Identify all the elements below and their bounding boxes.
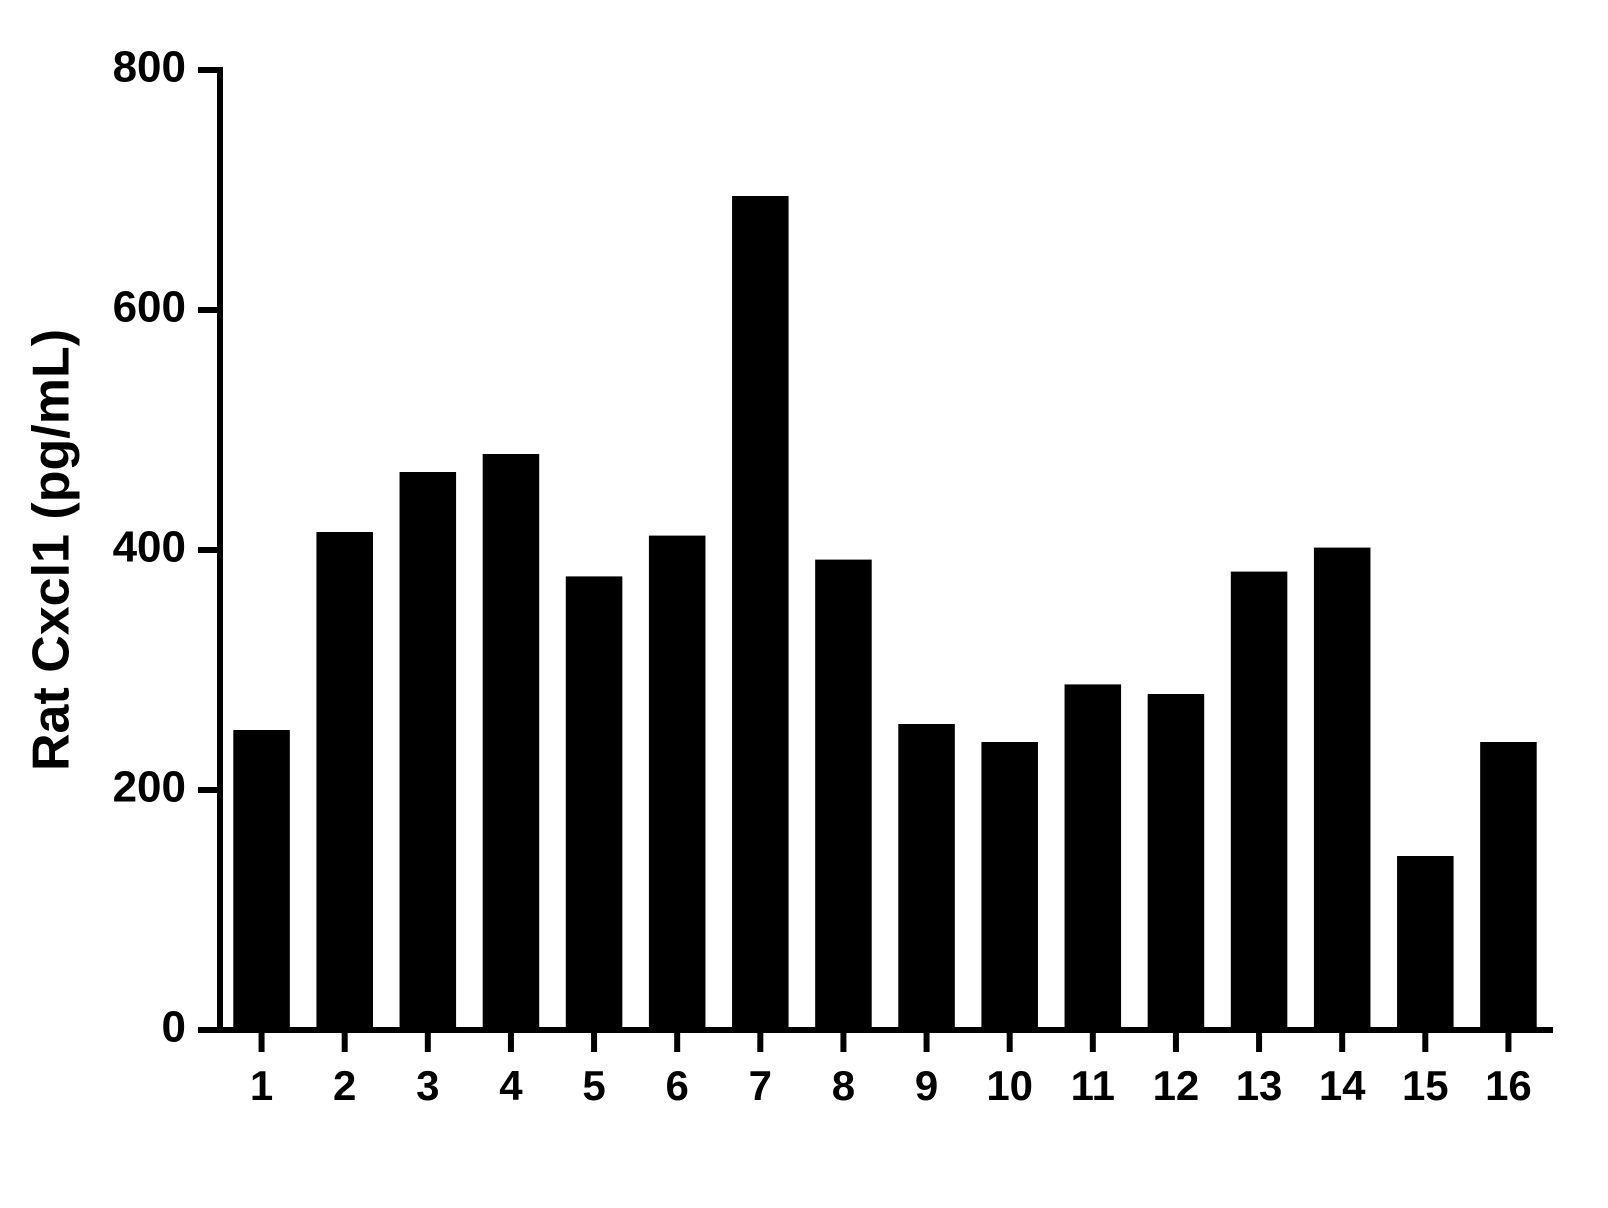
bar xyxy=(233,730,290,1030)
x-tick-label: 8 xyxy=(832,1062,855,1109)
x-tick-label: 14 xyxy=(1319,1062,1366,1109)
bar xyxy=(815,560,872,1030)
x-tick-label: 13 xyxy=(1236,1062,1283,1109)
bar xyxy=(898,724,955,1030)
x-tick-label: 3 xyxy=(416,1062,439,1109)
bar-chart-svg: 0200400600800Rat Cxcl1 (pg/mL)1234567891… xyxy=(0,0,1608,1208)
x-tick-label: 11 xyxy=(1071,1062,1115,1109)
bar xyxy=(566,576,623,1030)
x-tick-label: 1 xyxy=(250,1062,273,1109)
bar xyxy=(400,472,457,1030)
bar xyxy=(483,454,540,1030)
x-tick-label: 9 xyxy=(915,1062,938,1109)
x-tick-label: 12 xyxy=(1153,1062,1200,1109)
bar xyxy=(1397,856,1454,1030)
bar xyxy=(1314,548,1371,1030)
y-tick-label: 200 xyxy=(113,763,186,812)
x-tick-label: 6 xyxy=(666,1062,689,1109)
y-tick-label: 400 xyxy=(113,523,186,572)
x-tick-label: 5 xyxy=(582,1062,605,1109)
x-tick-label: 10 xyxy=(986,1062,1033,1109)
bar xyxy=(1480,742,1537,1030)
bar xyxy=(1148,694,1205,1030)
y-tick-label: 0 xyxy=(162,1003,186,1052)
bar xyxy=(649,536,706,1030)
x-tick-label: 16 xyxy=(1485,1062,1532,1109)
bar xyxy=(981,742,1038,1030)
y-tick-label: 600 xyxy=(113,283,186,332)
x-tick-label: 15 xyxy=(1402,1062,1449,1109)
bar xyxy=(732,196,789,1030)
bar xyxy=(316,532,373,1030)
x-tick-label: 4 xyxy=(499,1062,523,1109)
bar xyxy=(1231,572,1288,1030)
y-axis-label: Rat Cxcl1 (pg/mL) xyxy=(23,329,81,771)
bar xyxy=(1065,684,1122,1030)
x-tick-label: 7 xyxy=(749,1062,772,1109)
y-tick-label: 800 xyxy=(113,43,186,92)
x-tick-label: 2 xyxy=(333,1062,356,1109)
chart-container: 0200400600800Rat Cxcl1 (pg/mL)1234567891… xyxy=(0,0,1608,1208)
